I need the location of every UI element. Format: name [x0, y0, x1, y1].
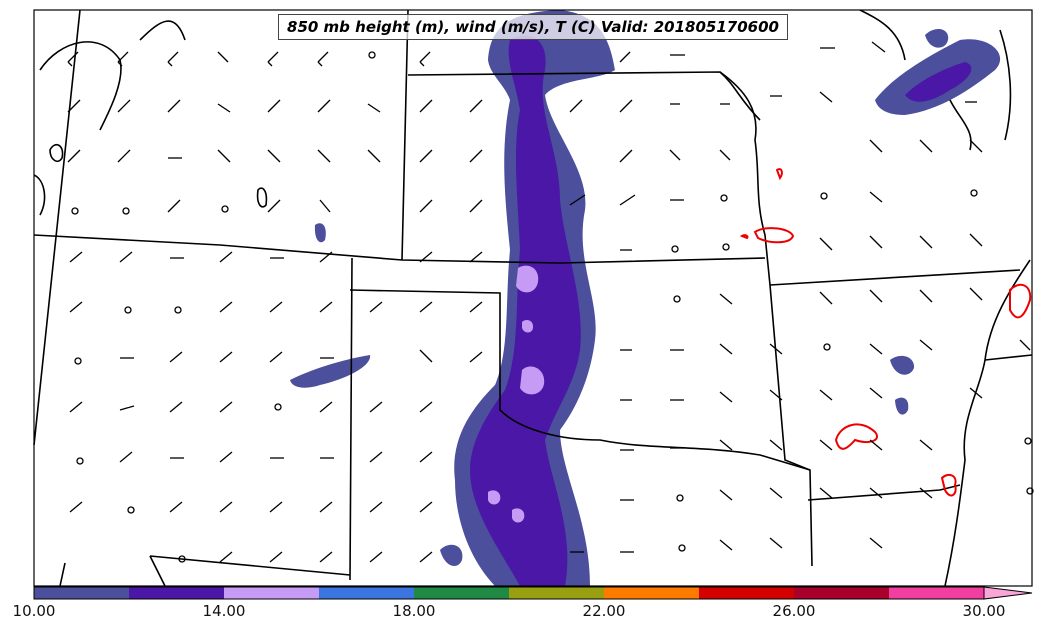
colorbar-bin — [509, 587, 605, 599]
colorbar-bin — [794, 587, 890, 599]
colorbar-bin — [699, 587, 795, 599]
colorbar-tick-label: 10.00 — [12, 602, 56, 620]
colorbar-bin — [224, 587, 320, 599]
colorbar-outline — [33, 586, 985, 600]
colorbar-bin — [129, 587, 225, 599]
temperature-contours — [739, 168, 1032, 497]
wind-barbs — [67, 41, 1034, 563]
colorbar-tick-label: 22.00 — [582, 602, 626, 620]
colorbar-extend-arrow — [983, 586, 1033, 600]
colorbar-bin — [319, 587, 415, 599]
colorbar-tick-label: 14.00 — [202, 602, 246, 620]
colorbar — [33, 586, 1033, 600]
colorbar-tick-label: 30.00 — [962, 602, 1006, 620]
colorbar-bin — [34, 587, 130, 599]
colorbar-bin — [889, 587, 985, 599]
colorbar-tick-label: 18.00 — [392, 602, 436, 620]
map-title: 850 mb height (m), wind (m/s), T (C) Val… — [278, 14, 788, 40]
colorbar-bin — [414, 587, 510, 599]
plot-border — [33, 9, 1033, 587]
state-boundaries — [33, 9, 1033, 587]
colorbar-tick-label: 26.00 — [772, 602, 816, 620]
colorbar-bin — [604, 587, 700, 599]
wind-speed-shading — [290, 10, 1001, 587]
